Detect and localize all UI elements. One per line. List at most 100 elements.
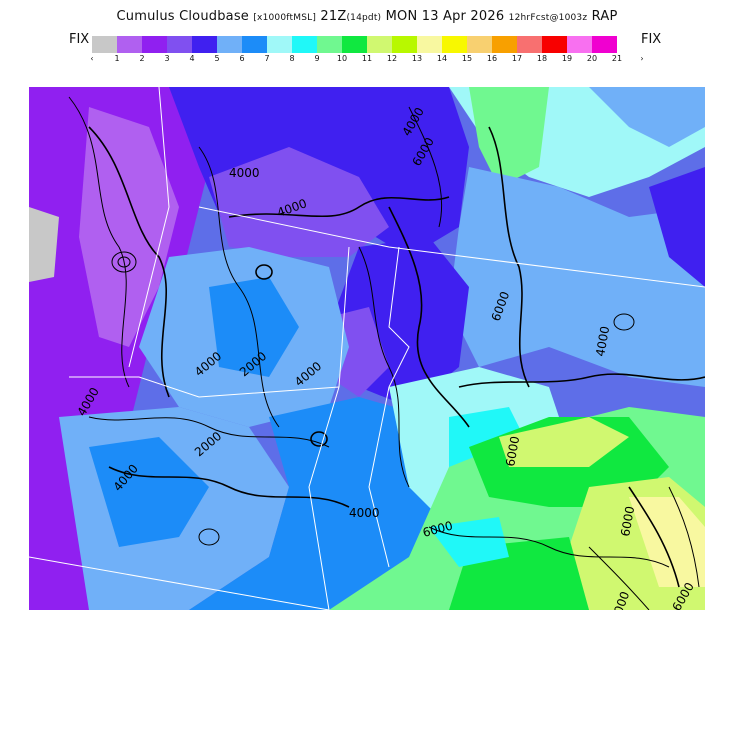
contour-label: 4000 — [229, 166, 260, 180]
scale-swatch — [217, 36, 242, 53]
scale-swatch — [142, 36, 167, 53]
color-scale-bar — [92, 36, 617, 53]
scale-swatch — [542, 36, 567, 53]
border-line — [128, 87, 170, 368]
scale-swatch — [292, 36, 317, 53]
contour-line — [228, 196, 450, 218]
scale-swatch — [417, 36, 442, 53]
scale-label: 14 — [436, 54, 448, 63]
region-fill — [89, 437, 209, 547]
chart-title: Cumulus Cloudbase [x1000ftMSL] 21Z(14pdt… — [0, 9, 734, 24]
contour-line — [668, 486, 700, 588]
scale-label: 15 — [461, 54, 473, 63]
scale-label: 7 — [264, 54, 270, 63]
contour-ring — [111, 251, 137, 273]
border-line — [69, 376, 340, 398]
scale-label: › — [640, 54, 644, 63]
contour-label: 6000 — [503, 435, 522, 468]
region-fill — [629, 497, 705, 587]
scale-swatch — [392, 36, 417, 53]
region-fill — [649, 167, 705, 287]
contour-line — [628, 486, 680, 588]
cloudbase-fill-regions — [29, 87, 705, 610]
scale-swatch — [567, 36, 592, 53]
border-line — [308, 386, 340, 610]
contour-line — [428, 526, 670, 568]
title-model: RAP — [591, 9, 618, 24]
contour-line — [408, 106, 443, 228]
contour-ring — [198, 528, 220, 546]
region-fill — [189, 397, 449, 610]
region-fill — [29, 207, 59, 282]
weather-map: 4000 4000 4000 4000 4000 4000 4000 4000 6000 6000… — [29, 87, 705, 610]
scale-swatch — [242, 36, 267, 53]
scale-label: 9 — [314, 54, 320, 63]
scale-label: 8 — [289, 54, 295, 63]
contour-line — [588, 546, 650, 610]
contour-line — [88, 416, 330, 448]
scale-label: 3 — [164, 54, 170, 63]
scale-label: 16 — [486, 54, 498, 63]
region-fill — [209, 147, 389, 257]
region-fill — [79, 107, 179, 347]
contour-line — [458, 373, 705, 388]
border-line — [198, 206, 705, 288]
scale-swatch — [442, 36, 467, 53]
contour-line — [68, 96, 130, 388]
state-boundaries — [29, 87, 705, 610]
region-fill — [209, 277, 299, 377]
scale-swatch — [192, 36, 217, 53]
scale-label: 12 — [386, 54, 398, 63]
scale-label: 5 — [214, 54, 220, 63]
scale-swatch — [592, 36, 617, 53]
scale-label: 19 — [561, 54, 573, 63]
contour-ring — [310, 431, 328, 447]
title-time: 21Z — [320, 9, 347, 24]
contour-line — [488, 126, 530, 388]
scale-swatch — [267, 36, 292, 53]
scale-swatch — [492, 36, 517, 53]
contour-ring — [255, 264, 273, 280]
scale-label: 11 — [361, 54, 373, 63]
scale-label: 13 — [411, 54, 423, 63]
scale-label: 10 — [336, 54, 348, 63]
contour-line — [388, 206, 470, 428]
region-fill — [449, 167, 705, 387]
scale-label: 18 — [536, 54, 548, 63]
border-line — [29, 556, 330, 610]
title-date: MON 13 Apr 2026 — [385, 9, 505, 24]
fix-left-label: FIX — [69, 32, 90, 47]
region-fill — [589, 87, 705, 147]
region-fill — [469, 87, 549, 187]
contour-label: 6000 — [618, 505, 637, 538]
scale-swatch — [317, 36, 342, 53]
scale-swatch — [467, 36, 492, 53]
scale-label: 21 — [611, 54, 623, 63]
scale-swatch — [167, 36, 192, 53]
region-fill — [499, 417, 629, 467]
color-scale-labels: ‹ 1 2 3 4 5 6 7 8 9 10 11 12 13 14 15 16 17 18 19 20 21 › — [90, 54, 652, 66]
contour-line — [198, 146, 280, 428]
contour-lines — [68, 96, 705, 610]
contour-line — [358, 246, 410, 488]
scale-label: 20 — [586, 54, 598, 63]
title-main: Cumulus Cloudbase — [116, 9, 249, 24]
region-fill — [429, 517, 509, 567]
title-pdt: (14pdt) — [346, 13, 382, 23]
contour-ring — [117, 256, 131, 268]
scale-label: 4 — [189, 54, 195, 63]
contour-line — [108, 466, 350, 508]
scale-swatch — [517, 36, 542, 53]
border-line — [368, 246, 410, 568]
title-units: [x1000ftMSL] — [253, 13, 317, 23]
contour-label: 4000 — [349, 506, 380, 520]
contour-line — [88, 126, 170, 398]
fix-right-label: FIX — [641, 32, 662, 47]
contour-label: 4000 — [593, 325, 612, 358]
scale-label: 1 — [114, 54, 120, 63]
scale-label: 6 — [239, 54, 245, 63]
contour-ring — [613, 313, 635, 331]
scale-swatch — [117, 36, 142, 53]
scale-label: 17 — [511, 54, 523, 63]
